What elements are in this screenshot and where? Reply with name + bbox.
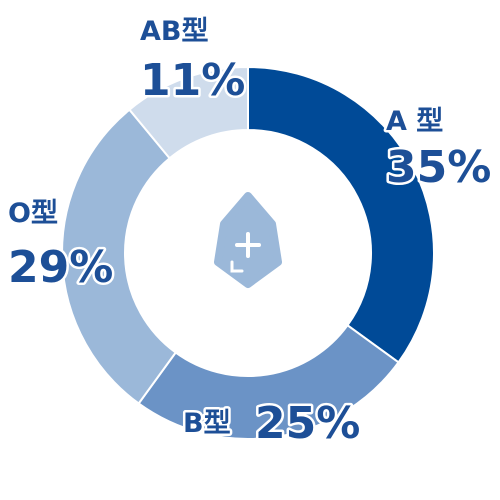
donut-segment (61, 108, 178, 405)
center-icon (214, 192, 282, 288)
value-label: 29% (8, 242, 113, 293)
category-label: O型 (8, 198, 58, 229)
donut-segment (137, 323, 400, 440)
category-label: A 型 (386, 106, 443, 137)
value-label: 11% (140, 55, 245, 106)
donut-segment (128, 65, 249, 160)
category-label: B型 (183, 408, 231, 439)
donut-segment (247, 65, 435, 364)
value-label: 25% (255, 398, 360, 449)
category-label: AB型 (140, 16, 208, 47)
value-label: 35% (386, 142, 491, 193)
